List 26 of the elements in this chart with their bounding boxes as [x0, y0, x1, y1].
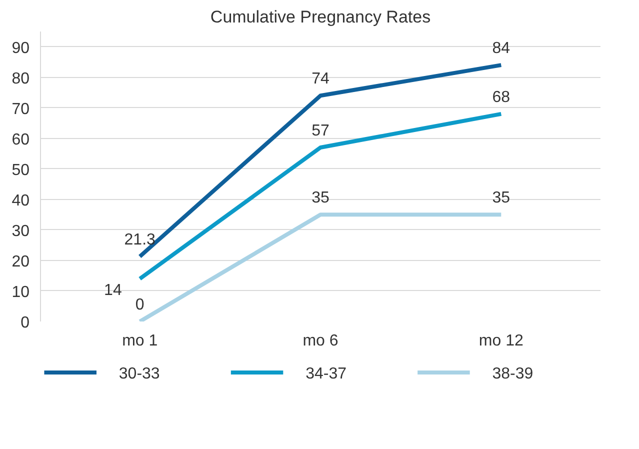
legend-label: 38-39 [492, 366, 534, 382]
legend-label: 34-37 [306, 366, 347, 382]
x-tick-label: mo 6 [302, 332, 338, 350]
legend-label: 30-33 [118, 366, 160, 382]
y-tick-label: 0 [20, 314, 30, 332]
data-label: 35 [312, 190, 330, 207]
data-label: 57 [312, 122, 330, 140]
data-label: 21.3 [124, 231, 156, 248]
x-tick-label: mo 1 [122, 332, 158, 350]
y-tick-label: 80 [12, 70, 30, 88]
y-tick-label: 30 [12, 222, 30, 240]
chart-title: Cumulative Pregnancy Rates [210, 8, 431, 26]
data-label: 35 [492, 190, 510, 207]
data-label: 0 [135, 296, 144, 314]
y-tick-label: 40 [12, 192, 30, 210]
y-tick-label: 10 [12, 284, 30, 301]
y-tick-label: 70 [12, 100, 30, 118]
data-label: 14 [104, 282, 122, 299]
y-tick-label: 90 [12, 40, 30, 57]
y-tick-label: 20 [12, 253, 30, 270]
y-tick-label: 60 [12, 131, 30, 148]
data-label: 84 [492, 40, 510, 58]
data-label: 74 [312, 70, 330, 88]
x-tick-label: mo 12 [478, 332, 524, 350]
y-tick-label: 50 [12, 162, 30, 179]
data-label: 68 [492, 88, 510, 106]
